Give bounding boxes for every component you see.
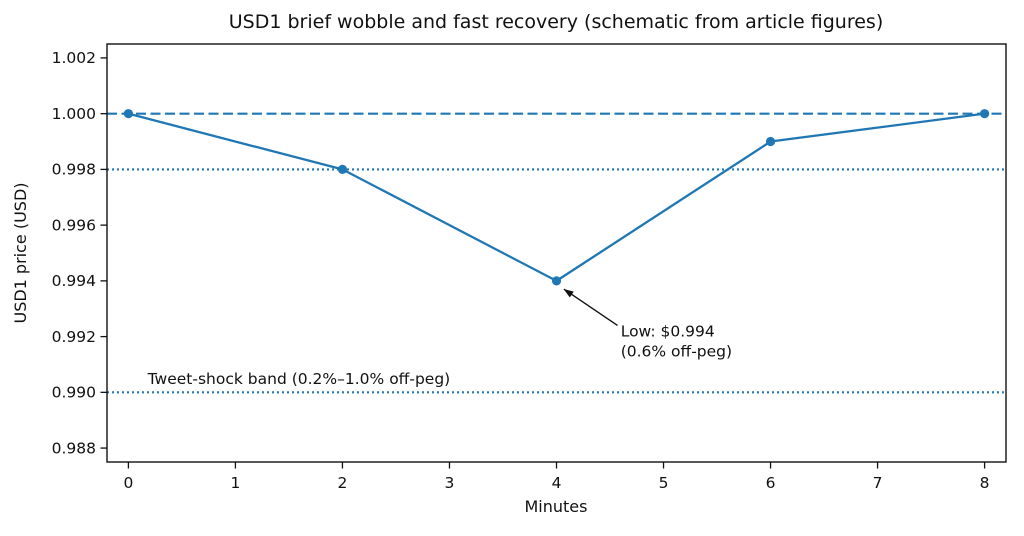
x-tick-label: 5	[659, 474, 669, 492]
x-tick-label: 1	[230, 474, 240, 492]
x-tick-label: 3	[445, 474, 455, 492]
x-tick-label: 7	[873, 474, 883, 492]
x-axis-label: Minutes	[525, 497, 588, 516]
chart-title: USD1 brief wobble and fast recovery (sch…	[229, 11, 884, 33]
y-tick-label: 1.002	[52, 49, 96, 67]
x-tick-label: 6	[766, 474, 776, 492]
annotation-arrow	[563, 288, 618, 327]
y-axis-label: USD1 price (USD)	[11, 182, 30, 323]
x-tick-label: 2	[338, 474, 348, 492]
x-tick-label: 0	[123, 474, 133, 492]
y-tick-label: 0.992	[52, 328, 96, 346]
y-tick-label: 0.994	[52, 272, 96, 290]
price-line	[127, 112, 986, 283]
x-tick-label: 8	[980, 474, 990, 492]
annotation-text: Low: $0.994	[621, 323, 715, 341]
y-tick-label: 1.000	[52, 105, 96, 123]
y-tick-label: 0.998	[52, 161, 96, 179]
band-label: Tweet-shock band (0.2%–1.0% off-peg)	[147, 370, 451, 388]
data-point-marker	[123, 109, 134, 119]
y-tick-label: 0.996	[52, 216, 96, 234]
data-point-marker	[979, 109, 990, 119]
plot-area: Tweet-shock band (0.2%–1.0% off-peg) Low:…	[52, 43, 1007, 492]
data-point-marker	[551, 276, 562, 286]
x-tick-label: 4	[552, 474, 562, 492]
data-point-marker	[765, 136, 776, 147]
axes-frame	[106, 43, 1007, 463]
y-tick-label: 0.988	[52, 439, 96, 457]
annotation-text: (0.6% off-peg)	[621, 343, 732, 361]
y-tick-label: 0.990	[52, 384, 96, 402]
data-point-marker	[337, 164, 348, 174]
